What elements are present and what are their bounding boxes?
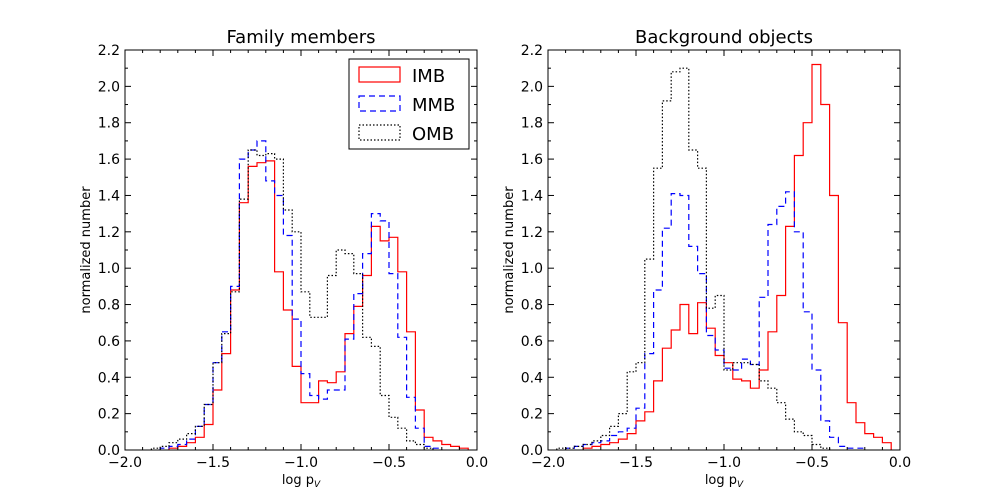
y-tick-label: 1.2 [98,225,120,241]
y-tick-label: 2.0 [98,79,120,95]
x-axis-label: log pV [705,473,744,490]
series-mmb-step-line [565,191,866,450]
y-tick-label: 0.0 [521,443,543,459]
x-tick-label: −1.5 [196,455,230,471]
y-tick-label: 1.0 [521,261,543,277]
legend: IMB MMB OMB [348,58,470,150]
plot-area [556,63,892,450]
y-axis-label: normalized number [79,186,94,314]
x-tick-label: −1.0 [707,455,741,471]
legend-entry-imb: IMB [358,66,445,87]
y-tick-label: 1.2 [521,225,543,241]
y-tick-label: 0.6 [521,334,543,350]
legend-label-mmb: MMB [412,95,455,116]
x-tick-label: −2.0 [531,455,565,471]
x-tick-label: −1.5 [619,455,653,471]
y-tick-label: 1.8 [98,116,120,132]
y-tick-label: 0.2 [98,407,120,423]
legend-entry-omb: OMB [358,124,454,145]
y-tick-label: 2.2 [521,43,543,59]
y-tick-label: 1.0 [98,261,120,277]
x-axis-label: log pV [282,473,321,490]
y-tick-label: 0.8 [521,298,543,314]
y-tick-label: 2.0 [521,79,543,95]
series-imb-step-line [168,160,469,450]
legend-swatch-mmb [358,95,401,112]
legend-entry-mmb: MMB [358,95,455,116]
legend-swatch-imb [358,66,401,83]
legend-label-imb: IMB [412,66,445,87]
axis-ticks: −2.0 −1.5 −1.0 −0.5 0.0 0.0 0.2 0.4 0.6 0.8 1.0 1.2… [521,43,911,471]
y-tick-label: 1.4 [98,188,120,204]
chart-title: Background objects [635,27,813,48]
x-tick-label: −1.0 [284,455,318,471]
panel-background-objects: Background objects −2.0 −1.5 −1.0 −0.5 0.0 0.… [502,27,911,490]
x-tick-label: −0.5 [372,455,406,471]
y-tick-label: 0.2 [521,407,543,423]
y-tick-label: 2.2 [98,43,120,59]
series-imb-step-line [582,63,892,450]
legend-box [348,58,470,150]
chart-title: Family members [226,27,375,48]
y-tick-label: 1.8 [521,116,543,132]
x-tick-label: −0.5 [795,455,829,471]
y-tick-label: 0.4 [98,370,120,386]
y-tick-label: 0.6 [98,334,120,350]
plot-area [150,140,469,450]
y-tick-label: 0.4 [521,370,543,386]
series-omb-step-line [150,149,434,450]
y-tick-label: 0.8 [98,298,120,314]
x-tick-label: 0.0 [889,455,911,471]
axis-ticks: −2.0 −1.5 −1.0 −0.5 0.0 0.0 0.2 0.4 0.6 0.8 1.0 1.2… [98,43,488,471]
x-tick-label: 0.0 [466,455,488,471]
y-tick-label: 1.4 [521,188,543,204]
y-tick-label: 1.6 [98,152,120,168]
series-omb-step-line [556,67,831,450]
y-tick-label: 0.0 [98,443,120,459]
legend-label-omb: OMB [412,124,454,145]
x-tick-label: −2.0 [108,455,142,471]
y-axis-label: normalized number [502,186,517,314]
panel-family-members: Family members −2.0 −1.5 −1.0 −0.5 0.0 0.0 0.2… [79,27,488,490]
y-tick-label: 1.6 [521,152,543,168]
